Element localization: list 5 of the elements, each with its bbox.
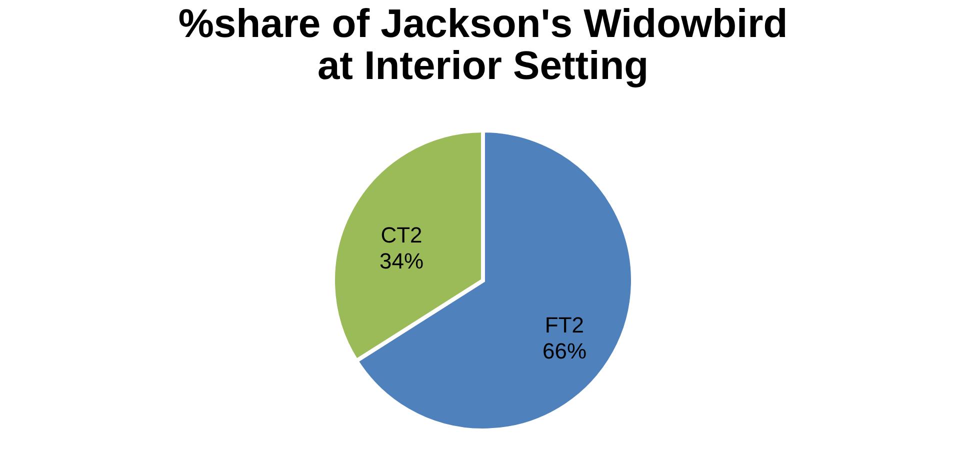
chart-title: %share of Jackson's Widowbird at Interior Setting xyxy=(178,2,788,88)
slice-label: CT2 xyxy=(380,222,422,248)
slice-label: FT2 xyxy=(544,312,584,338)
data-label: 66% xyxy=(542,338,587,364)
data-label: 34% xyxy=(379,248,424,274)
